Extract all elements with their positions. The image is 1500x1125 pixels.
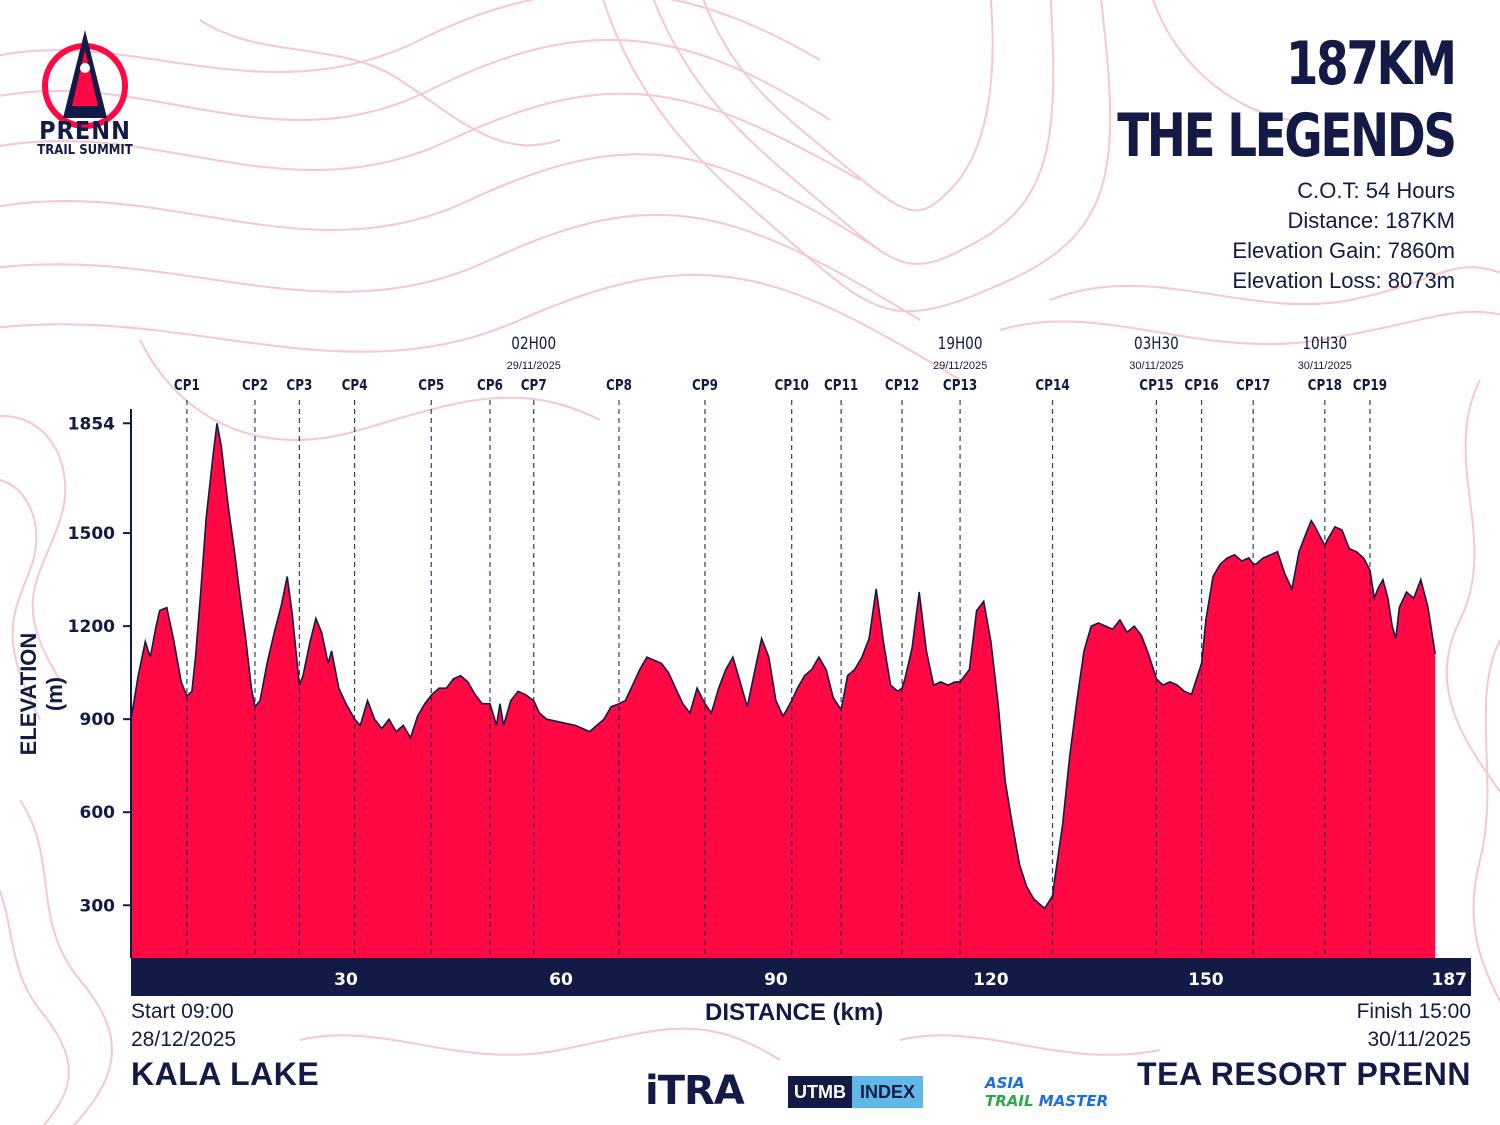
brand-tagline: TRAIL SUMMIT — [37, 143, 133, 158]
cutoff-time: 19H00 — [938, 334, 983, 354]
checkpoint-label: CP1 — [174, 377, 200, 395]
cutoff-time: 03H30 — [1134, 334, 1179, 354]
x-tick-label: 150 — [1188, 970, 1224, 990]
checkpoint-label: CP11 — [824, 377, 858, 395]
race-stats: C.O.T: 54 Hours Distance: 187KM Elevatio… — [1232, 176, 1455, 296]
finish-place: TEA RESORT PRENN — [1137, 1056, 1471, 1092]
cutoff-date: 29/11/2025 — [507, 360, 561, 372]
checkpoint-label: CP18 — [1308, 377, 1342, 395]
x-axis-bar — [131, 958, 1471, 996]
x-tick-label: 90 — [764, 970, 788, 990]
checkpoint-label: CP12 — [885, 377, 919, 395]
brand-name: PRENN TRAIL SUMMIT — [20, 118, 150, 158]
checkpoint-label: CP13 — [943, 377, 977, 395]
elevation-area — [131, 423, 1436, 958]
race-header: 187KM THE LEGENDS — [1022, 28, 1457, 172]
checkpoint-label: CP17 — [1236, 377, 1270, 395]
y-tick-label: 300 — [80, 896, 116, 916]
checkpoint-label: CP4 — [342, 377, 368, 395]
checkpoint-label: CP7 — [521, 377, 547, 395]
finish-info: Finish 15:00 30/11/2025 — [1357, 998, 1471, 1054]
race-distance-title: 187KM — [1286, 29, 1457, 99]
cutoff-date: 29/11/2025 — [933, 360, 987, 372]
checkpoint-label: CP2 — [242, 377, 268, 395]
itra-logo: iTRA — [645, 1068, 745, 1114]
checkpoint-label: CP5 — [418, 377, 444, 395]
brand-title: PRENN — [39, 116, 131, 145]
finish-date: 30/11/2025 — [1367, 1028, 1471, 1051]
elevation-line — [130, 423, 1436, 910]
cutoff-date: 30/11/2025 — [1298, 360, 1352, 372]
utmb-logo-text: UTMB — [788, 1076, 852, 1108]
y-tick-label: 1500 — [68, 524, 115, 544]
x-tick-label: 30 — [334, 970, 358, 990]
x-axis-title: DISTANCE (km) — [705, 999, 884, 1026]
master-text: MASTER — [1038, 1092, 1109, 1110]
checkpoint-label: CP8 — [606, 377, 632, 395]
checkpoint-label: CP3 — [286, 377, 312, 395]
y-axis-title: ELEVATION (m) — [16, 632, 67, 756]
prenn-logo — [42, 30, 128, 129]
y-tick-label: 1854 — [68, 414, 115, 434]
checkpoint-label: CP10 — [775, 377, 809, 395]
utmb-index-logo: UTMB INDEX — [788, 1076, 924, 1108]
cutoff-date: 30/11/2025 — [1129, 360, 1183, 372]
x-tick-label: 120 — [973, 970, 1009, 990]
start-time: Start 09:00 — [131, 1000, 234, 1023]
stat-distance: Distance: 187KM — [1287, 208, 1455, 233]
x-tick-label: 187 — [1432, 970, 1468, 990]
start-place: KALA LAKE — [131, 1056, 320, 1092]
checkpoint-label: CP14 — [1035, 377, 1069, 395]
stat-cutoff: C.O.T: 54 Hours — [1297, 178, 1455, 203]
checkpoint-label: CP9 — [692, 377, 718, 395]
finish-time: Finish 15:00 — [1356, 1000, 1471, 1023]
stat-elevation-loss: Elevation Loss: 8073m — [1232, 268, 1455, 293]
checkpoint-label: CP6 — [477, 377, 503, 395]
start-info: Start 09:00 28/12/2025 — [131, 998, 236, 1054]
start-date: 28/12/2025 — [131, 1028, 237, 1051]
asia-text: ASIA — [985, 1074, 1025, 1092]
asia-trail-master-logo: ASIA TRAIL MASTER — [985, 1074, 1108, 1110]
cutoff-time: 10H30 — [1302, 334, 1347, 354]
race-name: THE LEGENDS — [1117, 101, 1457, 171]
x-tick-label: 60 — [549, 970, 573, 990]
y-tick-label: 900 — [80, 710, 116, 730]
stat-elevation-gain: Elevation Gain: 7860m — [1232, 238, 1455, 263]
checkpoint-label: CP19 — [1353, 377, 1387, 395]
checkpoint-label: CP16 — [1184, 377, 1218, 395]
cutoff-time: 02H00 — [511, 334, 556, 354]
index-logo-text: INDEX — [852, 1076, 924, 1108]
trail-text: TRAIL — [985, 1092, 1034, 1110]
y-tick-label: 1200 — [68, 617, 115, 637]
y-tick-label: 600 — [80, 803, 116, 823]
checkpoint-label: CP15 — [1139, 377, 1173, 395]
